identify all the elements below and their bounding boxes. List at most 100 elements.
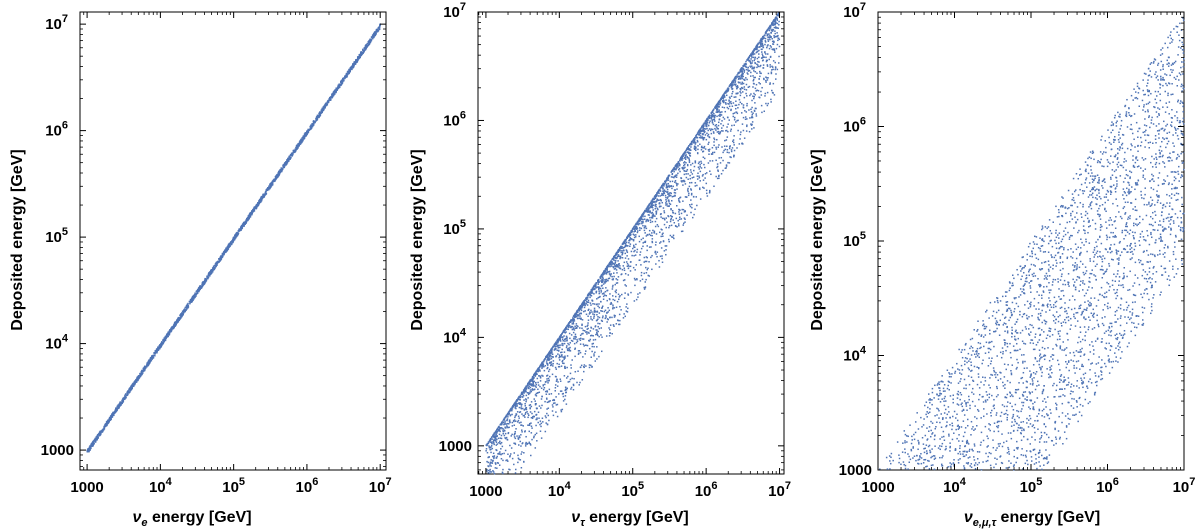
scatter-point <box>573 336 575 338</box>
scatter-point <box>489 448 491 451</box>
scatter-point <box>216 260 219 263</box>
scatter-point <box>699 164 701 166</box>
scatter-point <box>614 261 617 264</box>
scatter-point <box>493 457 495 460</box>
scatter-point <box>509 468 511 471</box>
scatter-point <box>321 110 323 113</box>
scatter-point <box>496 429 498 431</box>
scatter-point <box>340 80 342 82</box>
scatter-point <box>738 75 741 78</box>
scatter-point <box>227 245 230 248</box>
scatter-point <box>356 56 359 58</box>
scatter-point <box>658 188 661 191</box>
scatter-point <box>727 102 729 105</box>
scatter-point <box>609 262 611 264</box>
scatter-point <box>751 56 753 59</box>
scatter-point <box>585 350 587 352</box>
scatter-point <box>604 280 607 283</box>
scatter-point <box>206 277 209 279</box>
scatter-point <box>158 344 161 347</box>
scatter-point <box>596 332 598 335</box>
scatter-point <box>264 191 267 194</box>
scatter-point <box>689 169 692 171</box>
scatter-point <box>136 379 139 382</box>
scatter-point <box>699 130 702 133</box>
scatter-point <box>200 286 203 289</box>
scatter-point <box>651 206 654 209</box>
scatter-point <box>141 372 143 375</box>
scatter-point <box>536 377 539 380</box>
scatter-point <box>113 411 116 413</box>
scatter-point <box>601 350 603 353</box>
scatter-point <box>774 66 777 68</box>
scatter-point <box>743 63 746 66</box>
scatter-point <box>97 433 99 436</box>
scatter-point <box>642 213 645 215</box>
scatter-point <box>89 448 91 451</box>
scatter-point <box>371 34 374 37</box>
scatter-point <box>182 312 185 314</box>
scatter-point <box>681 230 684 232</box>
scatter-point <box>676 226 678 228</box>
y-tick-label: 104 <box>45 333 69 353</box>
scatter-point <box>305 130 308 133</box>
scatter-point <box>587 322 589 324</box>
scatter-point <box>651 240 653 243</box>
scatter-point <box>297 142 300 145</box>
scatter-point <box>758 53 760 55</box>
scatter-point <box>774 30 776 32</box>
scatter-point <box>685 154 687 156</box>
scatter-point <box>522 407 524 410</box>
scatter-point <box>698 133 701 135</box>
scatter-point <box>514 404 517 407</box>
scatter-point <box>684 170 686 172</box>
scatter-point <box>597 318 599 320</box>
scatter-point <box>561 408 564 411</box>
scatter-point <box>595 329 597 331</box>
scatter-point <box>645 272 648 274</box>
scatter-point <box>146 364 148 366</box>
scatter-point <box>574 355 576 358</box>
scatter-point <box>131 387 133 389</box>
scatter-point <box>703 127 706 130</box>
scatter-point <box>155 350 157 352</box>
scatter-point <box>248 213 251 215</box>
scatter-point <box>578 338 580 340</box>
scatter-point <box>289 156 291 158</box>
scatter-point <box>771 48 773 50</box>
scatter-point <box>195 295 197 297</box>
scatter-point <box>572 384 575 387</box>
scatter-point <box>708 148 711 151</box>
scatter-point <box>291 152 293 155</box>
scatter-point <box>561 354 563 356</box>
scatter-point <box>192 298 194 300</box>
scatter-point <box>201 282 204 285</box>
scatter-point <box>561 342 563 345</box>
scatter-point <box>496 462 499 464</box>
scatter-point <box>623 246 626 249</box>
scatter-point <box>547 407 550 409</box>
scatter-point <box>552 399 554 402</box>
scatter-point <box>530 390 533 393</box>
scatter-point <box>569 346 571 349</box>
scatter-point <box>529 407 531 410</box>
scatter-point <box>604 270 607 272</box>
scatter-point <box>774 51 776 53</box>
scatter-point <box>540 422 543 425</box>
scatter-point <box>105 422 108 424</box>
scatter-point <box>206 275 208 277</box>
scatter-point <box>539 375 541 377</box>
scatter-point <box>634 236 637 238</box>
scatter-point <box>667 215 670 218</box>
scatter-point <box>659 187 662 189</box>
scatter-point <box>193 296 196 299</box>
scatter-point <box>292 152 294 155</box>
scatter-point <box>616 272 618 274</box>
scatter-point <box>303 137 306 139</box>
scatter-point <box>665 226 667 229</box>
scatter-point <box>728 151 730 154</box>
scatter-point <box>496 455 498 458</box>
scatter-point <box>546 423 549 426</box>
scatter-point <box>685 176 688 179</box>
